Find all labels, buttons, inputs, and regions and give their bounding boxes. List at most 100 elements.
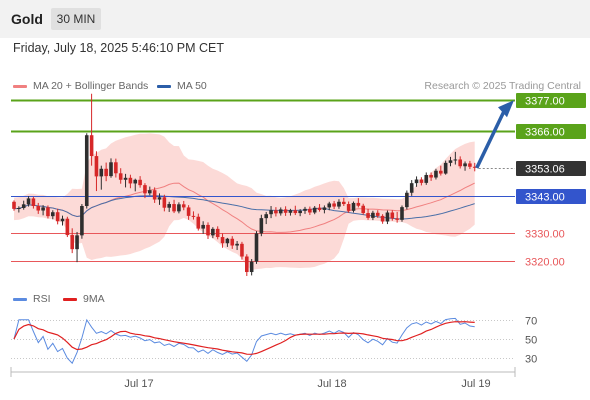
candle-body xyxy=(245,256,249,273)
candle-body xyxy=(114,162,118,174)
level-label-3330-00: 3330.00 xyxy=(525,229,565,241)
candle-body xyxy=(138,179,142,186)
candle-body xyxy=(400,207,404,220)
candle-body xyxy=(206,224,210,236)
candle-body xyxy=(80,206,84,236)
bollinger-band-fill xyxy=(14,133,475,270)
level-tag-3353-06 xyxy=(516,161,586,176)
x-tick-label: Jul 17 xyxy=(124,378,153,390)
candle-body xyxy=(172,204,176,212)
timeframe-button[interactable]: 30 MIN xyxy=(51,8,101,30)
candle-body xyxy=(46,207,50,217)
candle-body xyxy=(405,192,409,208)
ma9-swatch xyxy=(63,297,77,301)
x-tick-label: Jul 19 xyxy=(461,378,490,390)
candle-body xyxy=(366,213,370,218)
candle-body xyxy=(443,162,448,174)
candle-body xyxy=(317,207,322,210)
candle-body xyxy=(177,204,181,212)
candle-body xyxy=(84,135,89,207)
candle-body xyxy=(191,215,196,217)
candle-body xyxy=(104,168,108,177)
candle-body xyxy=(322,207,327,210)
candle-body xyxy=(342,201,346,205)
candle-body xyxy=(60,218,65,222)
rsi-swatch xyxy=(13,297,27,301)
candle-body xyxy=(26,198,31,205)
candle-body xyxy=(167,204,171,208)
legend-ma-bollinger: MA 20 + Bollinger Bands xyxy=(13,80,148,92)
rsi-line xyxy=(13,317,475,365)
candle-body xyxy=(21,204,26,208)
candle-body xyxy=(109,162,113,177)
candle-body xyxy=(298,210,302,214)
ma50-swatch xyxy=(157,84,171,88)
candle-body xyxy=(327,203,332,208)
rsi-tick-label: 30 xyxy=(525,354,537,366)
candle-body xyxy=(448,160,453,163)
candle-body xyxy=(429,174,433,178)
candle-body xyxy=(157,197,162,200)
candle-body xyxy=(123,177,128,180)
candle-body xyxy=(351,202,356,211)
candle-body xyxy=(371,212,375,218)
candle-body xyxy=(472,166,477,168)
candle-body xyxy=(41,207,45,211)
level-label-3377-00: 3377.00 xyxy=(525,96,565,108)
instrument-title: Gold xyxy=(11,11,43,27)
candle-body xyxy=(249,261,254,273)
candle-body xyxy=(288,210,293,213)
candle-body xyxy=(143,185,147,194)
legend-ma9: 9MA xyxy=(63,293,105,305)
candle-body xyxy=(230,238,235,246)
credit-text: Research © 2025 Trading Central xyxy=(424,80,581,92)
candle-body xyxy=(264,214,268,219)
candle-body xyxy=(75,235,79,250)
candle-body xyxy=(380,215,385,222)
candle-body xyxy=(434,170,438,178)
candle-body xyxy=(439,170,443,174)
candle-body xyxy=(31,198,36,207)
level-tag-3366-00 xyxy=(516,124,586,139)
ma20-swatch xyxy=(13,84,27,88)
candle-body xyxy=(463,163,467,167)
candle-body xyxy=(215,228,220,238)
candle-body xyxy=(332,203,336,207)
candle-body xyxy=(390,212,395,219)
candle-body xyxy=(419,179,424,183)
candle-body xyxy=(303,208,307,211)
candle-body xyxy=(201,224,205,229)
candle-body xyxy=(162,197,167,208)
candle-body xyxy=(186,207,191,216)
candle-body xyxy=(94,156,99,177)
candle-body xyxy=(356,202,361,206)
candle-body xyxy=(308,208,312,213)
candle-body xyxy=(240,243,244,257)
candle-body xyxy=(65,218,70,236)
candle-body xyxy=(361,205,365,214)
candle-body xyxy=(55,212,60,222)
candle-body xyxy=(220,237,225,244)
legend-ma50-label: MA 50 xyxy=(177,80,207,92)
candle-body xyxy=(254,233,259,262)
candle-body xyxy=(225,238,230,244)
candle-body xyxy=(181,204,186,208)
candle-body xyxy=(414,179,419,184)
candle-body xyxy=(99,168,104,177)
level-tag-3377-00 xyxy=(516,93,586,108)
candle-body xyxy=(375,212,380,216)
level-tag-3343-00 xyxy=(516,189,586,204)
x-tick-label: Jul 18 xyxy=(317,378,346,390)
candle-body xyxy=(385,212,390,222)
candle-body xyxy=(269,210,273,215)
level-label-3320-00: 3320.00 xyxy=(525,257,565,269)
datetime-label: Friday, July 18, 2025 5:46:10 PM CET xyxy=(13,41,224,55)
rsi-tick-label: 50 xyxy=(525,335,537,347)
candle-body xyxy=(293,210,298,214)
candle-body xyxy=(17,207,21,209)
candle-body xyxy=(152,190,157,200)
candle-body xyxy=(36,206,41,211)
candle-body xyxy=(453,159,458,161)
level-label-3353-06: 3353.06 xyxy=(525,164,565,176)
